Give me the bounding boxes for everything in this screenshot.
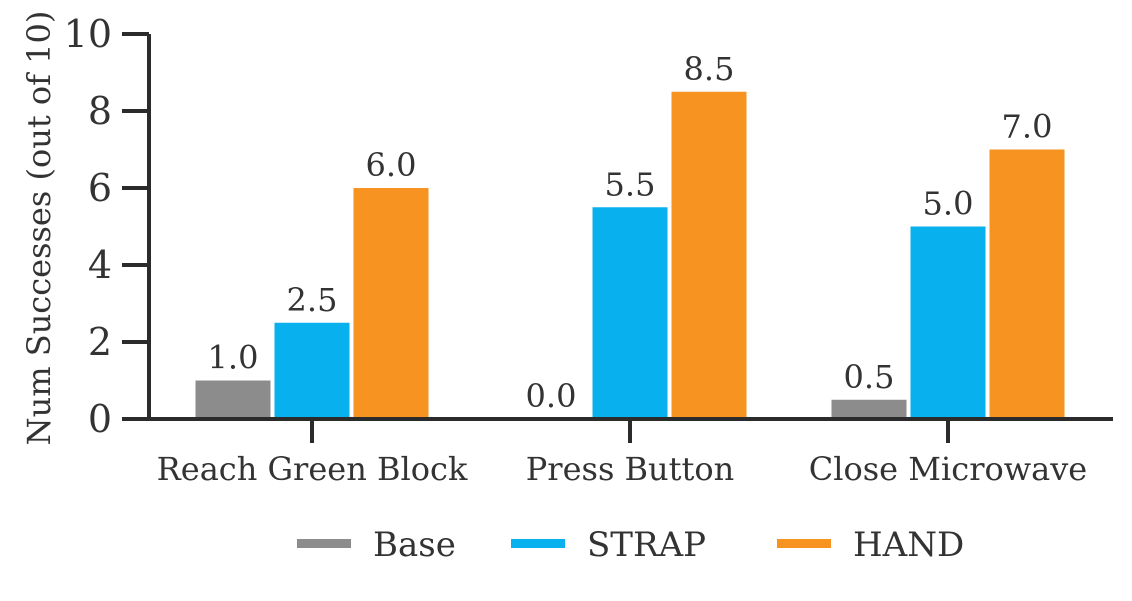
- value-label: 1.0: [208, 339, 259, 377]
- bar-hand-1: [353, 188, 429, 419]
- y-tick-label: 2: [88, 320, 112, 364]
- category-label: Reach Green Block: [157, 450, 468, 488]
- y-axis-title: Num Successes (out of 10): [20, 11, 58, 446]
- y-tick-label: 0: [88, 397, 112, 441]
- legend-label: STRAP: [587, 525, 706, 565]
- legend-label: Base: [373, 525, 456, 565]
- y-tick-label: 8: [88, 89, 112, 133]
- value-label: 5.0: [923, 185, 974, 223]
- value-label: 5.5: [605, 165, 656, 203]
- value-label: 7.0: [1002, 108, 1053, 146]
- legend-swatch-base: [297, 539, 351, 548]
- y-tick-label: 6: [88, 166, 112, 210]
- category-label: Close Microwave: [809, 450, 1087, 488]
- value-label: 8.5: [684, 50, 735, 88]
- bar-strap-2: [592, 207, 668, 419]
- value-label: 0.5: [844, 358, 895, 396]
- bar-hand-3: [989, 149, 1065, 419]
- bar-strap-3: [910, 226, 986, 419]
- category-labels: Reach Green Block Press Button Close Micro…: [157, 419, 1087, 488]
- legend: Base STRAP HAND: [297, 525, 964, 565]
- category-label: Press Button: [526, 450, 735, 488]
- value-label: 0.0: [526, 377, 577, 415]
- bar-hand-2: [671, 91, 747, 419]
- value-label: 2.5: [287, 281, 338, 319]
- legend-swatch-strap: [511, 539, 565, 548]
- y-tick-label: 4: [88, 243, 112, 287]
- value-labels: 1.0 2.5 6.0 0.0 5.5 8.5 0.5 5.0 7.0: [208, 50, 1053, 415]
- bars: [195, 91, 1065, 419]
- bar-base-3: [831, 399, 907, 419]
- legend-swatch-hand: [777, 539, 831, 548]
- value-label: 6.0: [366, 146, 417, 184]
- legend-label: HAND: [853, 525, 964, 565]
- y-axis-ticks: 0 2 4 6 8 10: [64, 12, 149, 441]
- y-tick-label: 10: [64, 12, 112, 56]
- bar-base-1: [195, 380, 271, 419]
- bar-strap-1: [274, 322, 350, 419]
